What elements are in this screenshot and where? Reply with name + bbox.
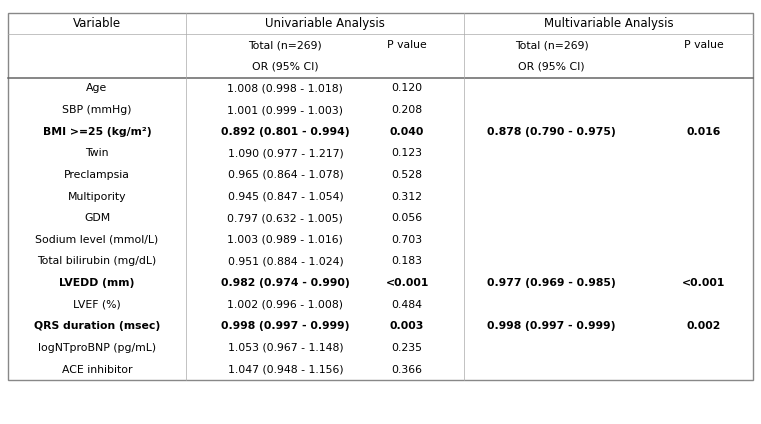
Text: 0.528: 0.528 [392,170,422,180]
Text: SBP (mmHg): SBP (mmHg) [62,105,132,115]
Text: logNTproBNP (pg/mL): logNTproBNP (pg/mL) [38,343,156,353]
Text: 0.998 (0.997 - 0.999): 0.998 (0.997 - 0.999) [488,321,616,331]
Text: 0.484: 0.484 [392,300,422,310]
Text: 0.120: 0.120 [392,84,422,93]
Text: Total (n=269): Total (n=269) [249,40,322,50]
Text: LVEF (%): LVEF (%) [73,300,121,310]
Text: ACE inhibitor: ACE inhibitor [62,365,132,374]
Text: 0.965 (0.864 - 1.078): 0.965 (0.864 - 1.078) [228,170,343,180]
Text: OR (95% CI): OR (95% CI) [518,62,585,72]
Text: 0.945 (0.847 - 1.054): 0.945 (0.847 - 1.054) [228,192,343,201]
Text: P value: P value [387,40,427,50]
Text: 1.047 (0.948 - 1.156): 1.047 (0.948 - 1.156) [228,365,343,374]
Text: Total (n=269): Total (n=269) [515,40,588,50]
Text: QRS duration (msec): QRS duration (msec) [34,321,160,331]
Text: P value: P value [684,40,724,50]
Text: OR (95% CI): OR (95% CI) [252,62,319,72]
Text: Multipority: Multipority [68,192,126,201]
Text: 0.892 (0.801 - 0.994): 0.892 (0.801 - 0.994) [221,127,350,137]
Text: 0.235: 0.235 [392,343,422,353]
Text: 1.053 (0.967 - 1.148): 1.053 (0.967 - 1.148) [228,343,343,353]
Text: 1.008 (0.998 - 1.018): 1.008 (0.998 - 1.018) [228,84,343,93]
Text: LVEDD (mm): LVEDD (mm) [59,278,135,288]
Text: 0.703: 0.703 [392,235,422,245]
Text: 0.002: 0.002 [686,321,721,331]
Bar [8,13,753,380]
Text: 0.123: 0.123 [392,148,422,158]
Text: Univariable Analysis: Univariable Analysis [266,17,385,30]
Text: 1.090 (0.977 - 1.217): 1.090 (0.977 - 1.217) [228,148,343,158]
Text: 0.951 (0.884 - 1.024): 0.951 (0.884 - 1.024) [228,257,343,266]
Text: 0.878 (0.790 - 0.975): 0.878 (0.790 - 0.975) [487,127,616,137]
Text: Variable: Variable [73,17,121,30]
Text: Twin: Twin [85,148,109,158]
Text: 0.183: 0.183 [392,257,422,266]
Text: 0.797 (0.632 - 1.005): 0.797 (0.632 - 1.005) [228,213,343,223]
Text: <0.001: <0.001 [683,278,725,288]
Text: 1.002 (0.996 - 1.008): 1.002 (0.996 - 1.008) [228,300,343,310]
Text: 1.003 (0.989 - 1.016): 1.003 (0.989 - 1.016) [228,235,343,245]
Text: 0.016: 0.016 [686,127,721,137]
Text: Preclampsia: Preclampsia [64,170,130,180]
Text: 0.366: 0.366 [392,365,422,374]
Text: 0.977 (0.969 - 0.985): 0.977 (0.969 - 0.985) [487,278,616,288]
Text: Sodium level (mmol/L): Sodium level (mmol/L) [36,235,158,245]
Text: 0.003: 0.003 [390,321,425,331]
Text: Multivariable Analysis: Multivariable Analysis [544,17,673,30]
Text: 1.001 (0.999 - 1.003): 1.001 (0.999 - 1.003) [228,105,343,115]
Text: 0.312: 0.312 [392,192,422,201]
Text: 0.998 (0.997 - 0.999): 0.998 (0.997 - 0.999) [221,321,349,331]
Text: GDM: GDM [84,213,110,223]
Text: <0.001: <0.001 [386,278,428,288]
Text: Age: Age [87,84,107,93]
Text: 0.982 (0.974 - 0.990): 0.982 (0.974 - 0.990) [221,278,350,288]
Text: 0.056: 0.056 [392,213,422,223]
Text: Total bilirubin (mg/dL): Total bilirubin (mg/dL) [37,257,157,266]
Text: BMI >=25 (kg/m²): BMI >=25 (kg/m²) [43,127,151,137]
Text: 0.040: 0.040 [390,127,425,137]
Text: 0.208: 0.208 [392,105,422,115]
